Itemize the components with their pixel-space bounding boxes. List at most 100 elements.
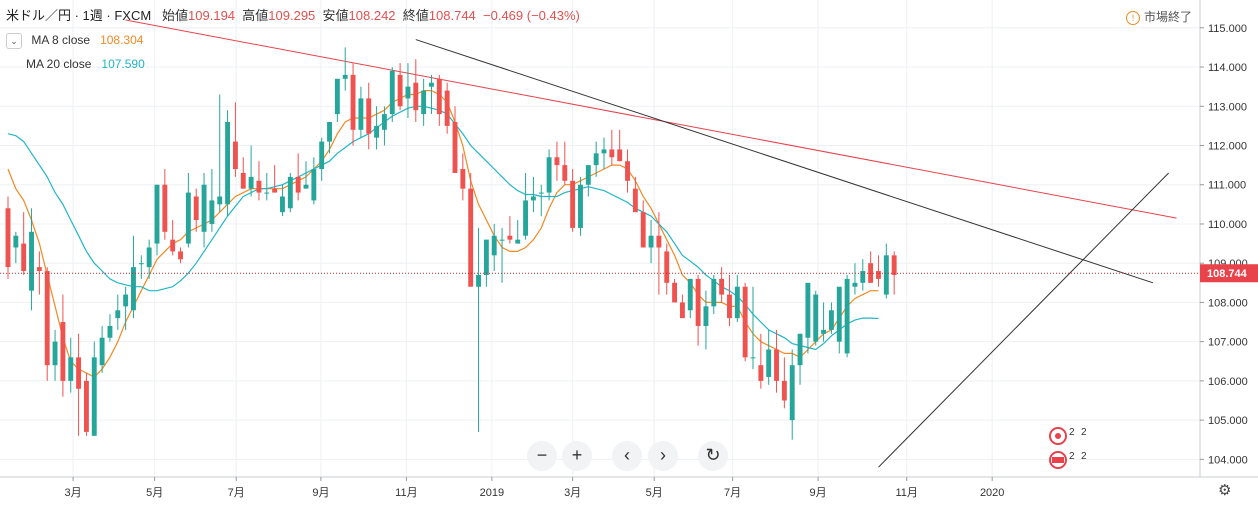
candle-body [52,341,58,366]
candle-body [280,196,285,213]
candle-body [421,90,427,115]
candle-body [460,169,466,189]
candle-body [334,78,340,115]
open-label: 始値 [162,8,189,23]
candle-body [530,196,536,201]
candle-body [248,176,254,189]
low-label: 安値 [322,8,349,23]
zoom-in-button[interactable]: + [562,441,592,471]
close-value: 108.744 [428,8,476,23]
time-tick-label: 2020 [980,487,1004,499]
ma20-legend[interactable]: MA 20 close 107.590 [26,57,145,71]
candle-body [405,86,411,99]
candle-body [327,121,332,142]
candle-body [413,82,419,111]
chevron-down-icon[interactable]: ⌄ [6,33,22,49]
candle-body [672,282,678,303]
gear-icon[interactable]: ⚙ [1218,482,1232,499]
ma20-value: 107.590 [101,57,145,71]
flag-badge-jp-count: 2 [1069,427,1075,438]
candle-body [287,176,293,209]
zoom-out-button[interactable]: − [527,441,557,471]
flag-badge-jp-dot [1055,433,1061,439]
candle-body [468,188,474,287]
price-axis-panel [1200,0,1258,513]
moving-averages [7,90,879,378]
candle-body [640,212,646,248]
price-tick-label: 105.000 [1208,415,1248,427]
flag-badge-jp-count-2: 2 [1081,427,1087,438]
candle-body [154,184,160,244]
price-tag-box [1200,264,1258,283]
ma8-legend[interactable]: ⌄ MA 8 close 108.304 [6,33,143,49]
candles [5,47,897,440]
candle-body [76,357,82,389]
price-tick-label: 114.000 [1208,62,1247,74]
candle-body [131,267,136,311]
candle-body [13,235,19,248]
market-status: ! 市場終了 [1125,8,1192,25]
candle-body [83,380,89,432]
trendlines [125,19,1177,468]
symbol-legend: 米ドル／円 · 1週 · FXCM 始値109.194 高値109.295 安値… [6,5,580,24]
candle-body [562,165,568,181]
candle-body [742,286,748,358]
price-axis[interactable]: 104.000105.000106.000107.000108.000109.0… [1199,0,1258,513]
ma8-value: 108.304 [100,33,144,48]
trendline [125,19,1177,219]
candle-body [366,98,372,134]
price-tick-label: 107.000 [1208,337,1248,349]
high-value: 109.295 [268,8,316,23]
candle-body [99,337,105,366]
ma20-line [7,105,879,351]
candle-body [68,357,74,381]
candle-body [36,267,42,272]
candle-body [515,239,521,244]
time-tick-label: 9月 [810,487,827,499]
candle-body [295,176,301,193]
time-axis[interactable]: 3月 5月 7月 9月 11月 2019 3月 5月 7月 9月 11月 2020 [0,476,1258,499]
candle-body [570,180,576,228]
reset-chart-button[interactable]: ↻ [698,441,728,471]
candle-body [609,149,615,158]
candle-body [491,235,497,256]
candle-body [115,310,121,319]
flag-badge-us-count-2: 2 [1081,451,1087,462]
time-tick-label: 7月 [228,487,245,499]
candle-body [162,184,168,232]
candle-body [60,322,66,381]
candle-body [538,192,544,194]
candle-body [452,121,458,173]
candle-body [146,247,152,268]
ma8-line [7,90,879,378]
candle-body [185,192,191,244]
candle-body [381,114,387,130]
candle-body [554,157,560,166]
candle-body [107,325,113,338]
candle-body [397,74,403,107]
candle-body [774,349,779,381]
low-value: 108.242 [348,8,396,23]
candle-body [232,141,238,170]
scroll-forward-button[interactable]: › [648,441,678,471]
candle-body [703,306,709,326]
symbol-title[interactable]: 米ドル／円 · 1週 · FXCM [6,8,152,23]
candle-body [546,157,552,193]
candle-body [617,149,623,162]
candle-body [727,294,732,319]
flag-badges[interactable]: 2 2 2 2 [1049,427,1087,469]
candle-body [891,255,897,275]
candle-body [256,180,262,193]
ma8-label: MA 8 close [31,33,91,48]
time-tick-label: 3月 [564,487,581,499]
price-tick-label: 112.000 [1208,141,1247,153]
candle-body [444,90,450,126]
trendline [415,39,1154,284]
time-tick-label: 3月 [65,487,82,499]
candle-body [170,239,176,252]
time-tick-label: 11月 [895,487,917,499]
candle-body [828,310,834,330]
scroll-back-button[interactable]: ‹ [612,441,642,471]
candle-body [311,169,317,201]
